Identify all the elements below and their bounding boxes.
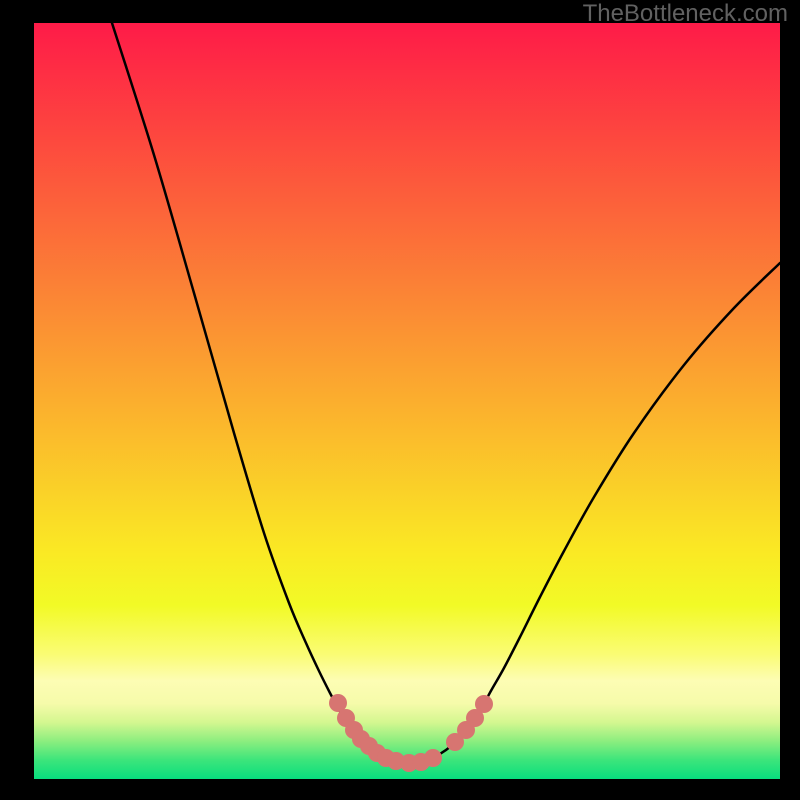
chart-svg [34,23,780,779]
marker-dot [424,749,442,767]
plot-area [34,23,780,779]
marker-dot [475,695,493,713]
watermark-text: TheBottleneck.com [583,0,788,28]
marker-group [329,694,493,772]
bottleneck-curve [112,23,780,762]
